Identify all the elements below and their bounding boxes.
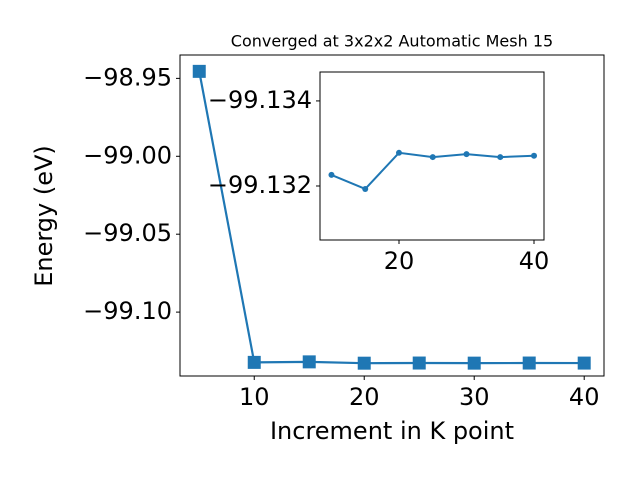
x-tick-label: 10 (239, 383, 270, 411)
y-axis-label: Energy (eV) (30, 145, 58, 287)
marker (412, 356, 426, 370)
y-tick-label: −99.10 (83, 297, 172, 325)
marker (362, 185, 369, 192)
series-line (198, 71, 585, 365)
marker (328, 171, 335, 178)
marker (497, 154, 504, 161)
marker (522, 356, 536, 370)
y-tick-label: −99.00 (83, 141, 172, 169)
marker (247, 355, 261, 369)
y-tick-label: −99.134 (208, 86, 312, 114)
x-tick-label: 40 (519, 247, 550, 275)
marker (395, 149, 402, 156)
marker (429, 154, 436, 161)
x-tick-label: 20 (349, 383, 380, 411)
y-tick-label: −98.95 (83, 63, 172, 91)
marker (531, 152, 538, 159)
y-tick-label: −99.132 (208, 171, 312, 199)
marker (463, 151, 470, 158)
x-tick-label: 20 (384, 247, 415, 275)
axes-frame (319, 71, 545, 241)
x-tick-label: 40 (569, 383, 600, 411)
marker (302, 355, 316, 369)
marker (577, 356, 591, 370)
marker (467, 356, 481, 370)
x-tick-label: 30 (459, 383, 490, 411)
marker (357, 356, 371, 370)
axes-frame (179, 54, 605, 377)
chart-title: Converged at 3x2x2 Automatic Mesh 15 (231, 32, 553, 51)
marker (192, 64, 206, 78)
y-tick-label: −99.05 (83, 219, 172, 247)
x-axis-label: Increment in K point (270, 417, 514, 445)
